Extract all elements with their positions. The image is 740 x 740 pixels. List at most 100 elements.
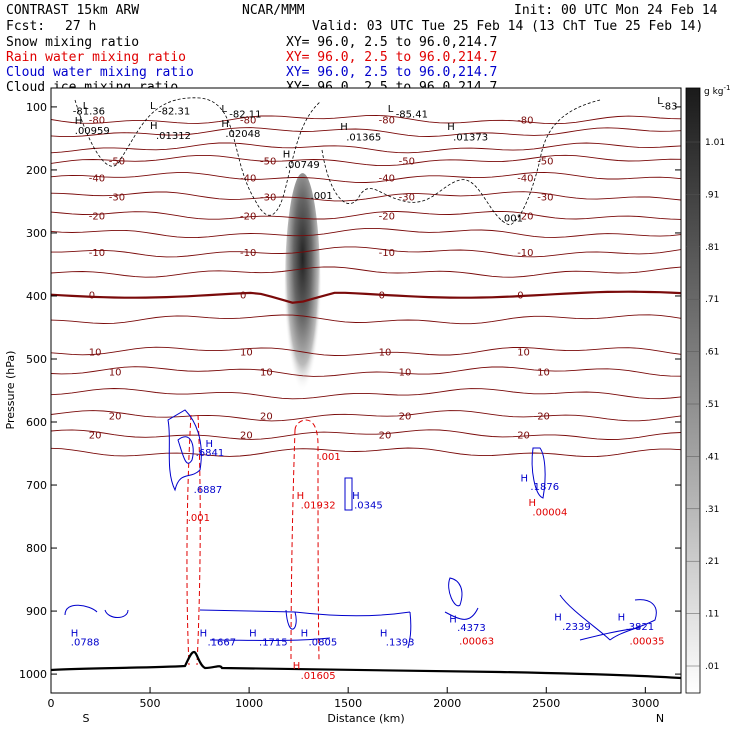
temperature-contour-label: 10	[260, 368, 273, 379]
extremum-label: H	[449, 614, 457, 625]
colorbar-label: .41	[705, 452, 719, 462]
extremum-label: L	[221, 104, 227, 115]
extremum-label: H	[447, 122, 455, 133]
temperature-contour-line	[51, 290, 681, 304]
cloud-ice-contour	[74, 97, 601, 226]
extremum-label: -83	[661, 101, 677, 112]
temperature-contour-label: 10	[240, 347, 253, 358]
y-tick-label: 200	[26, 164, 47, 177]
temperature-contours: -80 -80 -80 -80-50 -50 -50 -50-40 -40 -40 -40-30-…	[51, 114, 681, 458]
extremum-label: .01605	[301, 671, 336, 682]
temperature-contour-line	[51, 410, 681, 422]
y-tick-label: 700	[26, 479, 47, 492]
extremum-label: H	[75, 116, 83, 127]
temperature-contour-label: -50	[260, 156, 276, 167]
extremum-label: H	[221, 119, 229, 130]
temperature-contour-label: 0	[517, 291, 523, 302]
model-title: CONTRAST 15km ARW	[6, 3, 139, 18]
temperature-contour-line	[51, 154, 681, 167]
temperature-contour-line	[51, 142, 681, 154]
legend-row-label: Rain water mixing ratio	[6, 50, 186, 65]
extremum-label: .02048	[225, 129, 260, 140]
extremum-label: .001	[318, 452, 340, 463]
temperature-contour-line	[51, 366, 681, 377]
y-tick-label: 300	[26, 227, 47, 240]
extremum-label: .6887	[194, 485, 223, 496]
temperature-contour-line	[51, 171, 681, 183]
colorbar-label: .71	[705, 295, 719, 305]
temperature-contour-label: -30	[260, 192, 276, 203]
temperature-contour-label: -10	[379, 248, 395, 259]
temperature-contour-line	[51, 191, 681, 202]
colorbar-label: .01	[705, 662, 719, 672]
extremum-label: H	[340, 122, 348, 133]
temperature-contour-label: 20	[537, 412, 550, 423]
temperature-contour-label: -50	[537, 156, 553, 167]
temperature-contour-label: -10	[240, 248, 256, 259]
extremum-label: H	[297, 491, 305, 502]
x-end-left: S	[83, 712, 90, 725]
temperature-contour-line	[51, 227, 681, 239]
temperature-contour-line	[51, 314, 681, 325]
extremum-label: .1667	[208, 638, 237, 649]
x-tick-label: 2500	[532, 697, 560, 710]
temperature-contour-line	[51, 447, 681, 458]
extremum-label: .00749	[285, 160, 320, 171]
legend-row-label: Snow mixing ratio	[6, 35, 139, 50]
x-axis-label: Distance (km)	[327, 712, 404, 725]
plot-frame	[50, 87, 682, 694]
extremum-label: .00004	[532, 507, 567, 518]
temperature-contour-line	[51, 346, 681, 356]
forecast-label: Fcst:	[6, 19, 45, 34]
temperature-contour-label: -40	[240, 173, 256, 184]
temperature-contour-label: 10	[517, 347, 530, 358]
cloud-water-contour-d	[64, 604, 412, 649]
colorbar-label: .51	[705, 400, 719, 410]
x-tick-label: 1000	[235, 697, 263, 710]
extremum-label: H	[283, 149, 291, 160]
temperature-contour-line	[51, 246, 681, 258]
extremum-label: .0805	[309, 638, 338, 649]
temperature-contour-label: -20	[89, 211, 105, 222]
x-tick-label: 1500	[334, 697, 362, 710]
extremum-label: .00035	[629, 636, 664, 647]
extremum-label: .01932	[301, 500, 336, 511]
field-legend: Snow mixing ratio XY= 96.0, 2.5 to 96.0,2…	[6, 35, 497, 95]
colorbar-label: .61	[705, 348, 719, 358]
colorbar-unit: g kg-1	[704, 84, 730, 97]
temperature-contour-label: 10	[399, 368, 412, 379]
extremum-label: -82.31	[158, 106, 190, 117]
temperature-contour-label: 20	[109, 412, 122, 423]
cloud-water-contour-c	[531, 447, 546, 499]
extremum-label: H	[150, 121, 158, 132]
extremum-label: -81.36	[73, 106, 105, 117]
extremum-label: H	[521, 473, 529, 484]
extremum-label: .4373	[457, 623, 486, 634]
legend-row-label: Cloud water mixing ratio	[6, 65, 194, 80]
extremum-label: .001	[188, 513, 210, 524]
temperature-contour-label: -30	[537, 192, 553, 203]
y-tick-label: 400	[26, 290, 47, 303]
temperature-contour-label: -10	[89, 248, 105, 259]
y-tick-label: 800	[26, 542, 47, 555]
terrain-surface	[51, 650, 681, 680]
chart-header: CONTRAST 15km ARW NCAR/MMM Init: 00 UTC …	[6, 3, 718, 95]
temperature-contour-label: -80	[517, 116, 533, 127]
cloud-water-contour-b	[344, 477, 353, 511]
y-tick-label: 600	[26, 416, 47, 429]
temperature-contour-label: 10	[379, 347, 392, 358]
colorbar-label: 1.01	[705, 138, 725, 148]
extremum-label: .00063	[459, 636, 494, 647]
extremum-label: .001	[501, 214, 523, 225]
extremum-label: .3821	[626, 622, 655, 633]
y-tick-label: 100	[26, 101, 47, 114]
plot-area	[51, 88, 681, 693]
temperature-contour-line	[51, 429, 681, 440]
extremum-label: H	[71, 628, 79, 639]
extremum-label: H	[249, 628, 257, 639]
extremum-label: .6841	[196, 448, 225, 459]
extremum-label: H	[293, 661, 301, 672]
temperature-contour-label: 10	[537, 368, 550, 379]
